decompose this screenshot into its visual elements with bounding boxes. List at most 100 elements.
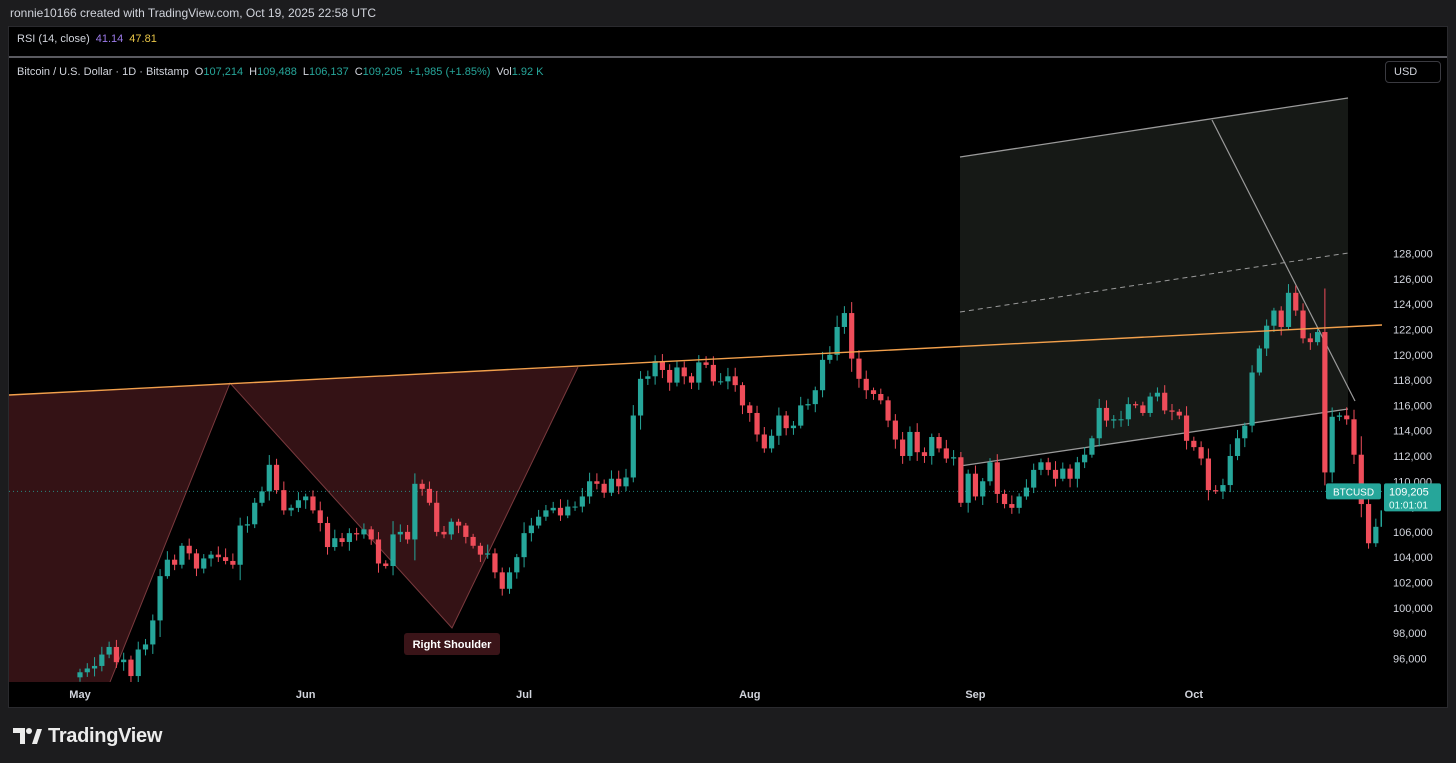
candle[interactable] [172, 554, 178, 571]
candle[interactable] [936, 433, 942, 453]
candle[interactable] [1133, 401, 1139, 409]
candle[interactable] [1096, 398, 1102, 447]
candle[interactable] [1060, 462, 1066, 482]
candle[interactable] [1052, 461, 1059, 487]
candle[interactable] [696, 355, 702, 390]
candle[interactable] [521, 522, 527, 568]
candle[interactable] [565, 499, 571, 519]
candle[interactable] [674, 361, 680, 387]
candle[interactable] [244, 516, 251, 533]
channel-upper-line[interactable] [959, 97, 1349, 158]
candle[interactable] [106, 641, 112, 659]
candle[interactable] [572, 501, 578, 511]
candle[interactable] [892, 414, 898, 449]
candle[interactable] [900, 432, 906, 464]
candle[interactable] [1198, 441, 1204, 466]
candle[interactable] [1147, 392, 1153, 417]
candle[interactable] [237, 517, 243, 581]
candle[interactable] [375, 532, 382, 573]
candle[interactable] [725, 367, 731, 390]
candle[interactable] [1329, 407, 1335, 483]
plot-area[interactable] [9, 97, 1408, 685]
candle[interactable] [1249, 365, 1255, 433]
candle[interactable] [1089, 435, 1095, 458]
candle[interactable] [943, 439, 949, 463]
candle[interactable] [84, 663, 90, 677]
candle[interactable] [914, 423, 920, 461]
candle[interactable] [368, 526, 374, 545]
candle[interactable] [1373, 518, 1379, 547]
candle[interactable] [419, 479, 425, 496]
candle[interactable] [1358, 436, 1364, 518]
symbol-legend[interactable]: Bitcoin / U.S. Dollar · 1D · Bitstamp O10… [17, 66, 544, 78]
candle[interactable] [557, 499, 564, 521]
candle[interactable] [1067, 464, 1073, 488]
candle[interactable] [579, 488, 585, 513]
candle[interactable] [980, 477, 986, 505]
candle[interactable] [1154, 387, 1161, 402]
candle[interactable] [339, 532, 345, 547]
candle[interactable] [703, 356, 709, 369]
candle[interactable] [951, 450, 957, 466]
candle[interactable] [754, 405, 760, 442]
candle[interactable] [1125, 397, 1131, 426]
pattern-outline[interactable] [109, 366, 579, 682]
candle[interactable] [907, 426, 913, 461]
candle[interactable] [1264, 319, 1270, 357]
candle[interactable] [834, 315, 840, 361]
candle[interactable] [1038, 458, 1044, 476]
candle[interactable] [972, 465, 979, 501]
candle[interactable] [1234, 429, 1241, 461]
candle[interactable] [157, 569, 163, 637]
candle[interactable] [987, 458, 993, 486]
candle[interactable] [1162, 385, 1168, 415]
pane-divider[interactable] [9, 56, 1447, 58]
pattern-head-zone[interactable] [230, 367, 578, 628]
candle[interactable] [652, 355, 658, 385]
indicator-legend[interactable]: RSI (14, close) 41.14 47.81 [17, 33, 157, 45]
candle[interactable] [1213, 485, 1219, 494]
candle[interactable] [434, 491, 440, 537]
candle[interactable] [1271, 307, 1277, 333]
candle[interactable] [142, 638, 149, 656]
candle[interactable] [1351, 409, 1357, 465]
candle[interactable] [1307, 333, 1313, 350]
candle[interactable] [827, 346, 833, 364]
candle[interactable] [790, 420, 797, 435]
candle[interactable] [405, 524, 411, 544]
candle[interactable] [1380, 507, 1386, 532]
candle[interactable] [623, 468, 629, 492]
candle[interactable] [288, 504, 294, 517]
candle[interactable] [361, 523, 367, 539]
candle[interactable] [150, 614, 156, 654]
candle[interactable] [215, 546, 221, 562]
candle[interactable] [601, 479, 607, 498]
candle[interactable] [230, 553, 236, 569]
candle[interactable] [324, 516, 331, 555]
price-tag[interactable]: BTCUSD 109,205 01:01:01 [1326, 483, 1441, 512]
candle[interactable] [99, 646, 105, 672]
pattern-left-shoulder[interactable] [9, 383, 230, 682]
candle[interactable] [1045, 457, 1051, 476]
candle[interactable] [536, 509, 542, 529]
candle[interactable] [1074, 456, 1080, 488]
candle[interactable] [870, 387, 877, 400]
candle[interactable] [1118, 410, 1124, 427]
drop-trend-line[interactable] [1211, 119, 1356, 402]
candle[interactable] [186, 538, 192, 560]
candle[interactable] [769, 429, 775, 453]
candle[interactable] [1227, 444, 1233, 493]
candle[interactable] [485, 544, 491, 559]
candle[interactable] [113, 639, 119, 668]
candle[interactable] [1322, 288, 1328, 486]
candle[interactable] [1293, 285, 1299, 316]
candle[interactable] [295, 492, 301, 513]
candle[interactable] [135, 641, 141, 685]
candle[interactable] [1140, 401, 1146, 416]
candle[interactable] [688, 372, 695, 390]
candle[interactable] [528, 517, 534, 542]
candle[interactable] [1001, 489, 1008, 509]
candle[interactable] [783, 411, 789, 436]
right-shoulder-annotation[interactable]: Right Shoulder [404, 633, 500, 655]
candle[interactable] [710, 356, 716, 386]
